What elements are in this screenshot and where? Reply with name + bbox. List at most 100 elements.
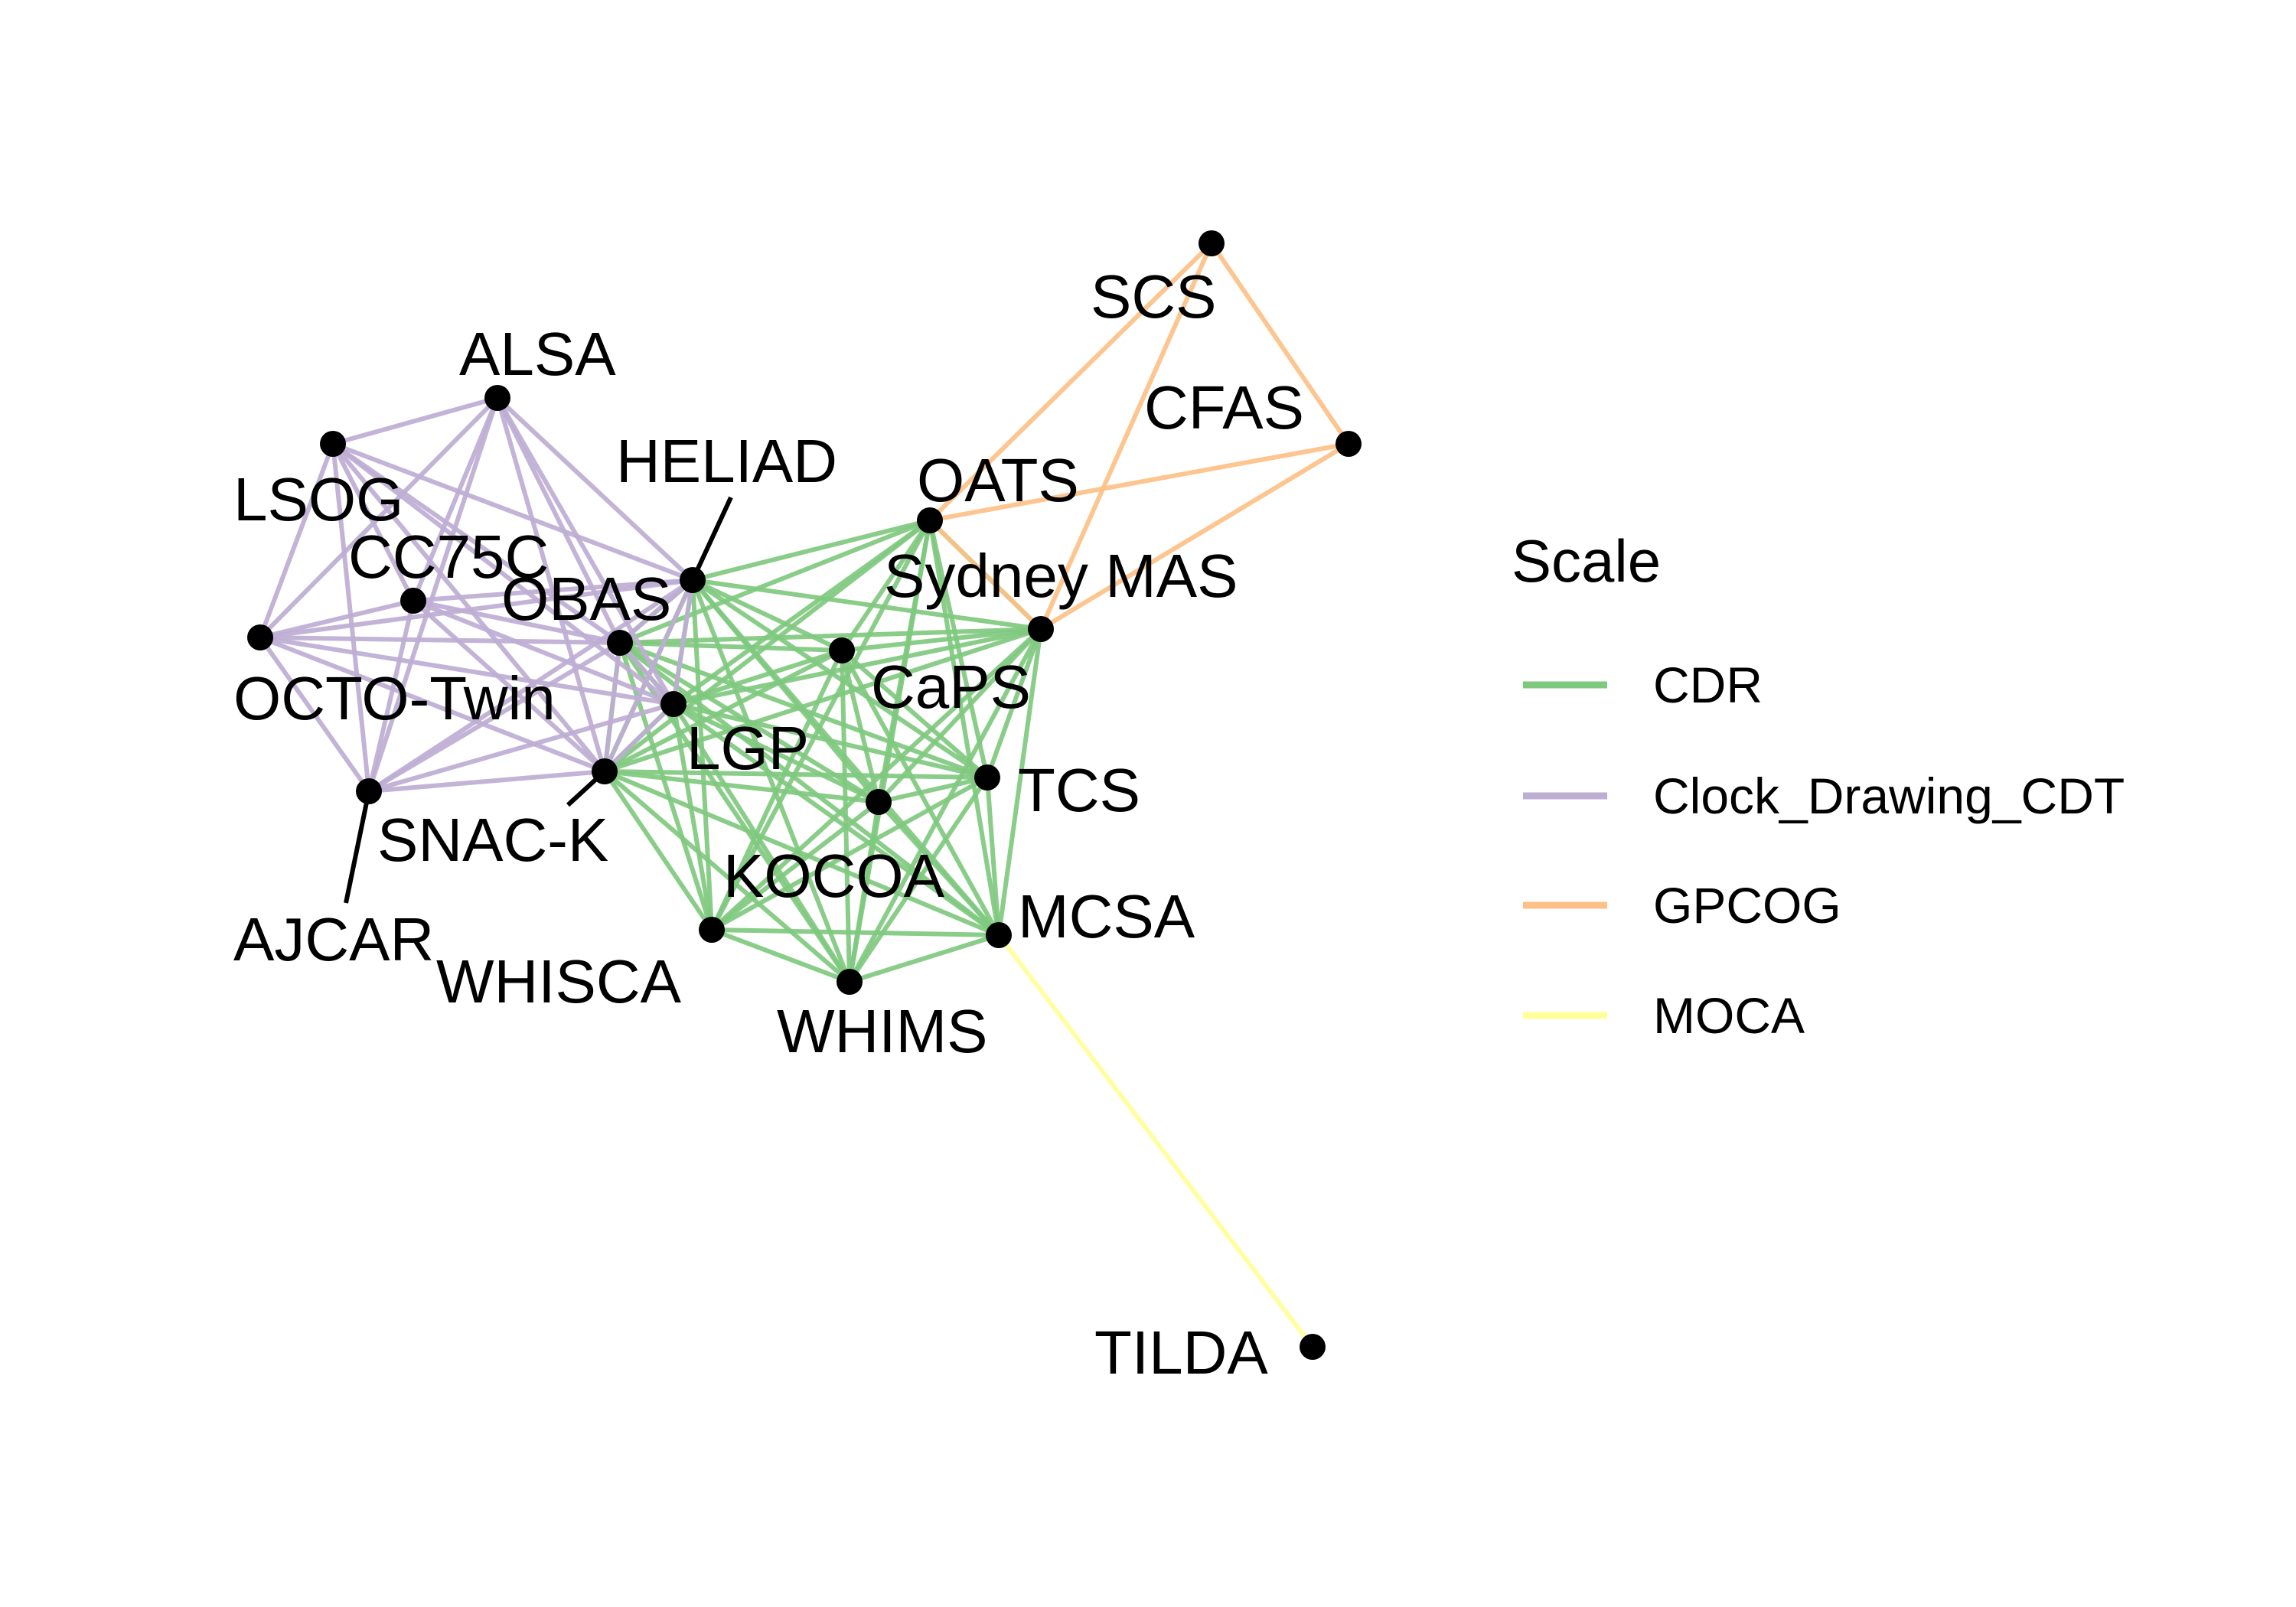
node-caps xyxy=(829,637,855,663)
edge-cdr-snac-k-mcsa xyxy=(602,769,1001,937)
node-obas xyxy=(607,630,633,656)
node-whisca xyxy=(699,917,725,943)
node-oats xyxy=(917,507,943,533)
node-label-mcsa: MCSA xyxy=(1018,882,1195,950)
edge-cdr-heliad-oats xyxy=(690,518,932,582)
edge-cdr-kocoa-sydney-mas xyxy=(876,627,1043,804)
node-label-ajcar: AJCAR xyxy=(233,905,434,973)
node-sydney-mas xyxy=(1028,616,1054,642)
edge-clock-drawing-cdt-heliad-ajcar xyxy=(367,578,695,794)
node-scs xyxy=(1199,230,1225,256)
edge-clock-drawing-cdt-octo-twin-lgp xyxy=(258,635,676,706)
edge-clock-drawing-cdt-cc75c-obas xyxy=(411,598,622,645)
leader-line-heliad xyxy=(690,496,733,582)
node-lsog xyxy=(320,431,346,457)
legend-label-gpcog: GPCOG xyxy=(1653,877,1841,934)
edge-cdr-whisca-caps xyxy=(709,648,844,932)
edge-layer xyxy=(258,241,1351,1349)
edge-clock-drawing-cdt-octo-twin-snac-k xyxy=(258,635,607,774)
node-label-cfas: CFAS xyxy=(1144,373,1304,442)
edge-cdr-mcsa-caps xyxy=(840,648,1001,937)
edge-cdr-tcs-oats xyxy=(928,518,990,780)
node-heliad xyxy=(680,567,706,593)
edge-clock-drawing-cdt-obas-lgp xyxy=(618,641,676,706)
node-tilda xyxy=(1300,1334,1326,1360)
edge-clock-drawing-cdt-alsa-cc75c xyxy=(411,396,500,603)
edge-cdr-whisca-tcs xyxy=(709,775,990,932)
edge-cdr-heliad-sydney-mas xyxy=(690,578,1043,631)
edge-cdr-obas-caps xyxy=(618,641,844,653)
edge-cdr-whims-tcs xyxy=(847,775,990,984)
node-snac-k xyxy=(592,758,618,784)
edge-clock-drawing-cdt-obas-octo-twin xyxy=(258,635,622,645)
node-label-scs: SCS xyxy=(1091,262,1217,331)
edge-clock-drawing-cdt-snac-k-ajcar xyxy=(367,769,607,794)
legend-label-moca: MOCA xyxy=(1653,987,1805,1044)
edge-clock-drawing-cdt-cc75c-heliad xyxy=(411,578,695,603)
edge-cdr-lgp-oats xyxy=(671,518,932,706)
node-label-lgp: LGP xyxy=(687,714,809,782)
edge-clock-drawing-cdt-snac-k-lgp xyxy=(602,702,676,774)
edge-cdr-whisca-sydney-mas xyxy=(709,627,1043,932)
edge-cdr-snac-k-kocoa xyxy=(602,769,881,804)
edge-gpcog-cfas-oats xyxy=(928,442,1351,523)
edge-moca-mcsa-tilda xyxy=(996,933,1315,1349)
edge-cdr-whisca-mcsa xyxy=(709,927,1001,937)
edge-clock-drawing-cdt-lsog-cc75c xyxy=(331,442,416,603)
edge-cdr-snac-k-oats xyxy=(602,518,932,774)
edge-cdr-snac-k-whisca xyxy=(602,769,714,932)
edge-clock-drawing-cdt-lsog-heliad xyxy=(331,442,695,582)
node-label-oats: OATS xyxy=(917,446,1079,514)
node-label-kocoa: KOCOA xyxy=(723,842,945,910)
edge-cdr-mcsa-oats xyxy=(928,518,1001,937)
node-cc75c xyxy=(400,588,426,614)
node-tcs xyxy=(974,764,1000,790)
node-label-alsa: ALSA xyxy=(459,320,616,388)
node-label-sydney-mas: Sydney MAS xyxy=(884,542,1238,610)
node-mcsa xyxy=(986,922,1012,948)
edge-cdr-lgp-tcs xyxy=(671,702,990,780)
node-whims xyxy=(837,969,863,995)
edge-cdr-kocoa-whisca xyxy=(709,800,881,932)
node-label-caps: CaPS xyxy=(871,653,1031,721)
edge-clock-drawing-cdt-lsog-octo-twin xyxy=(258,442,335,640)
edge-clock-drawing-cdt-cc75c-ajcar xyxy=(367,598,416,794)
node-label-tilda: TILDA xyxy=(1094,1319,1268,1387)
legend-label-clock-drawing-cdt: Clock_Drawing_CDT xyxy=(1653,768,2125,824)
node-cfas xyxy=(1336,431,1362,457)
node-kocoa xyxy=(866,789,892,815)
edge-gpcog-scs-cfas xyxy=(1209,241,1351,446)
edge-clock-drawing-cdt-alsa-lgp xyxy=(495,396,676,706)
edge-cdr-tcs-caps xyxy=(840,648,990,780)
node-alsa xyxy=(484,385,510,411)
node-label-tcs: TCS xyxy=(1018,756,1140,824)
edge-clock-drawing-cdt-alsa-ajcar xyxy=(367,396,500,794)
edge-clock-drawing-cdt-alsa-heliad xyxy=(495,396,695,582)
node-label-heliad: HELIAD xyxy=(616,427,837,495)
legend-title: Scale xyxy=(1512,527,1661,595)
edge-clock-drawing-cdt-heliad-snac-k xyxy=(602,578,695,774)
edge-cdr-kocoa-tcs xyxy=(876,775,990,804)
edge-cdr-lgp-mcsa xyxy=(671,702,1001,937)
legend-label-cdr: CDR xyxy=(1653,657,1763,713)
edge-cdr-whims-mcsa xyxy=(847,933,1001,984)
node-label-whims: WHIMS xyxy=(777,997,988,1065)
edge-cdr-whims-caps xyxy=(840,648,852,984)
edge-clock-drawing-cdt-octo-twin-ajcar xyxy=(258,635,371,794)
node-label-obas: OBAS xyxy=(501,565,671,633)
edge-cdr-lgp-caps xyxy=(671,648,844,706)
node-label-octo-twin: OCTO-Twin xyxy=(233,664,556,732)
edge-cdr-obas-mcsa xyxy=(618,641,1001,937)
legend: Scale CDR Clock_Drawing_CDT GPCOG MOCA xyxy=(1512,527,2125,1044)
edge-gpcog-oats-sydney-mas xyxy=(928,518,1043,631)
edge-cdr-caps-sydney-mas xyxy=(840,627,1043,653)
edge-clock-drawing-cdt-obas-snac-k xyxy=(602,641,622,774)
edge-cdr-mcsa-sydney-mas xyxy=(996,627,1043,937)
edge-clock-drawing-cdt-alsa-snac-k xyxy=(495,396,607,774)
edge-cdr-snac-k-whims xyxy=(602,769,852,984)
node-label-cc75c: CC75C xyxy=(348,523,549,591)
edge-cdr-heliad-tcs xyxy=(690,578,990,780)
edge-cdr-whims-sydney-mas xyxy=(847,627,1043,984)
